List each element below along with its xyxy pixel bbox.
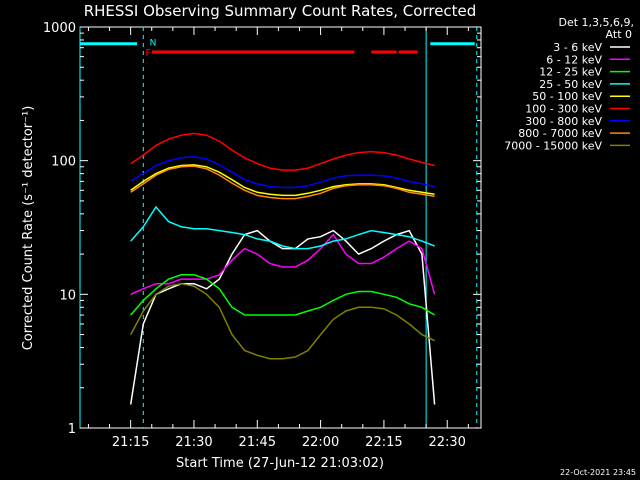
y-tick-label-2: 100 bbox=[51, 155, 76, 170]
series-line-2 bbox=[130, 274, 435, 316]
y-tick-label-3: 1000 bbox=[43, 21, 76, 36]
legend-label-8: 7000 - 15000 keV bbox=[504, 139, 602, 152]
series-line-1 bbox=[130, 233, 436, 295]
legend-label-7: 800 - 7000 keV bbox=[518, 127, 602, 140]
x-tick-label-3: 22:00 bbox=[302, 435, 339, 450]
series-line-6 bbox=[130, 155, 435, 189]
series-line-5 bbox=[130, 132, 435, 171]
x-tick-label-5: 22:30 bbox=[428, 435, 465, 450]
legend-label-1: 6 - 12 keV bbox=[546, 53, 602, 66]
legend-label-0: 3 - 6 keV bbox=[553, 41, 602, 54]
chart-title: RHESSI Observing Summary Count Rates, Co… bbox=[84, 2, 477, 20]
legend-label-4: 50 - 100 keV bbox=[532, 90, 602, 103]
legend-label-3: 25 - 50 keV bbox=[539, 78, 602, 91]
series-line-4 bbox=[130, 164, 435, 197]
x-axis-label: Start Time (27-Jun-12 21:03:02) bbox=[176, 456, 384, 471]
y-tick-label-1: 10 bbox=[59, 288, 76, 303]
x-tick-label-0: 21:15 bbox=[112, 435, 149, 450]
series-line-3 bbox=[130, 205, 435, 250]
y-axis-label: Corrected Count Rate (s⁻¹ detector⁻¹) bbox=[21, 106, 36, 351]
series-line-8 bbox=[130, 282, 435, 360]
footer-timestamp: 22-Oct-2021 23:45 bbox=[560, 468, 636, 477]
legend-label-2: 12 - 25 keV bbox=[539, 66, 602, 79]
x-tick-label-1: 21:30 bbox=[175, 435, 212, 450]
night-flag-label: N bbox=[150, 39, 157, 49]
legend-label-5: 100 - 300 keV bbox=[525, 103, 602, 116]
legend-header-line-2: Att 0 bbox=[606, 28, 632, 41]
series-line-0 bbox=[129, 229, 436, 405]
plot-frame bbox=[79, 26, 482, 429]
y-tick-label-0: 1 bbox=[68, 422, 76, 437]
x-tick-label-2: 21:45 bbox=[239, 435, 276, 450]
series-line-7 bbox=[130, 165, 435, 200]
x-tick-label-4: 22:15 bbox=[365, 435, 402, 450]
plot-area: FN 21:15 21:30 21:45 22:00 22:15 22:30 1 10 100… bbox=[43, 21, 482, 450]
legend-label-6: 300 - 800 keV bbox=[525, 115, 602, 128]
legend-header-line-1: Det 1,3,5,6,9, bbox=[558, 16, 634, 29]
flare-flag-label: F bbox=[145, 48, 151, 59]
